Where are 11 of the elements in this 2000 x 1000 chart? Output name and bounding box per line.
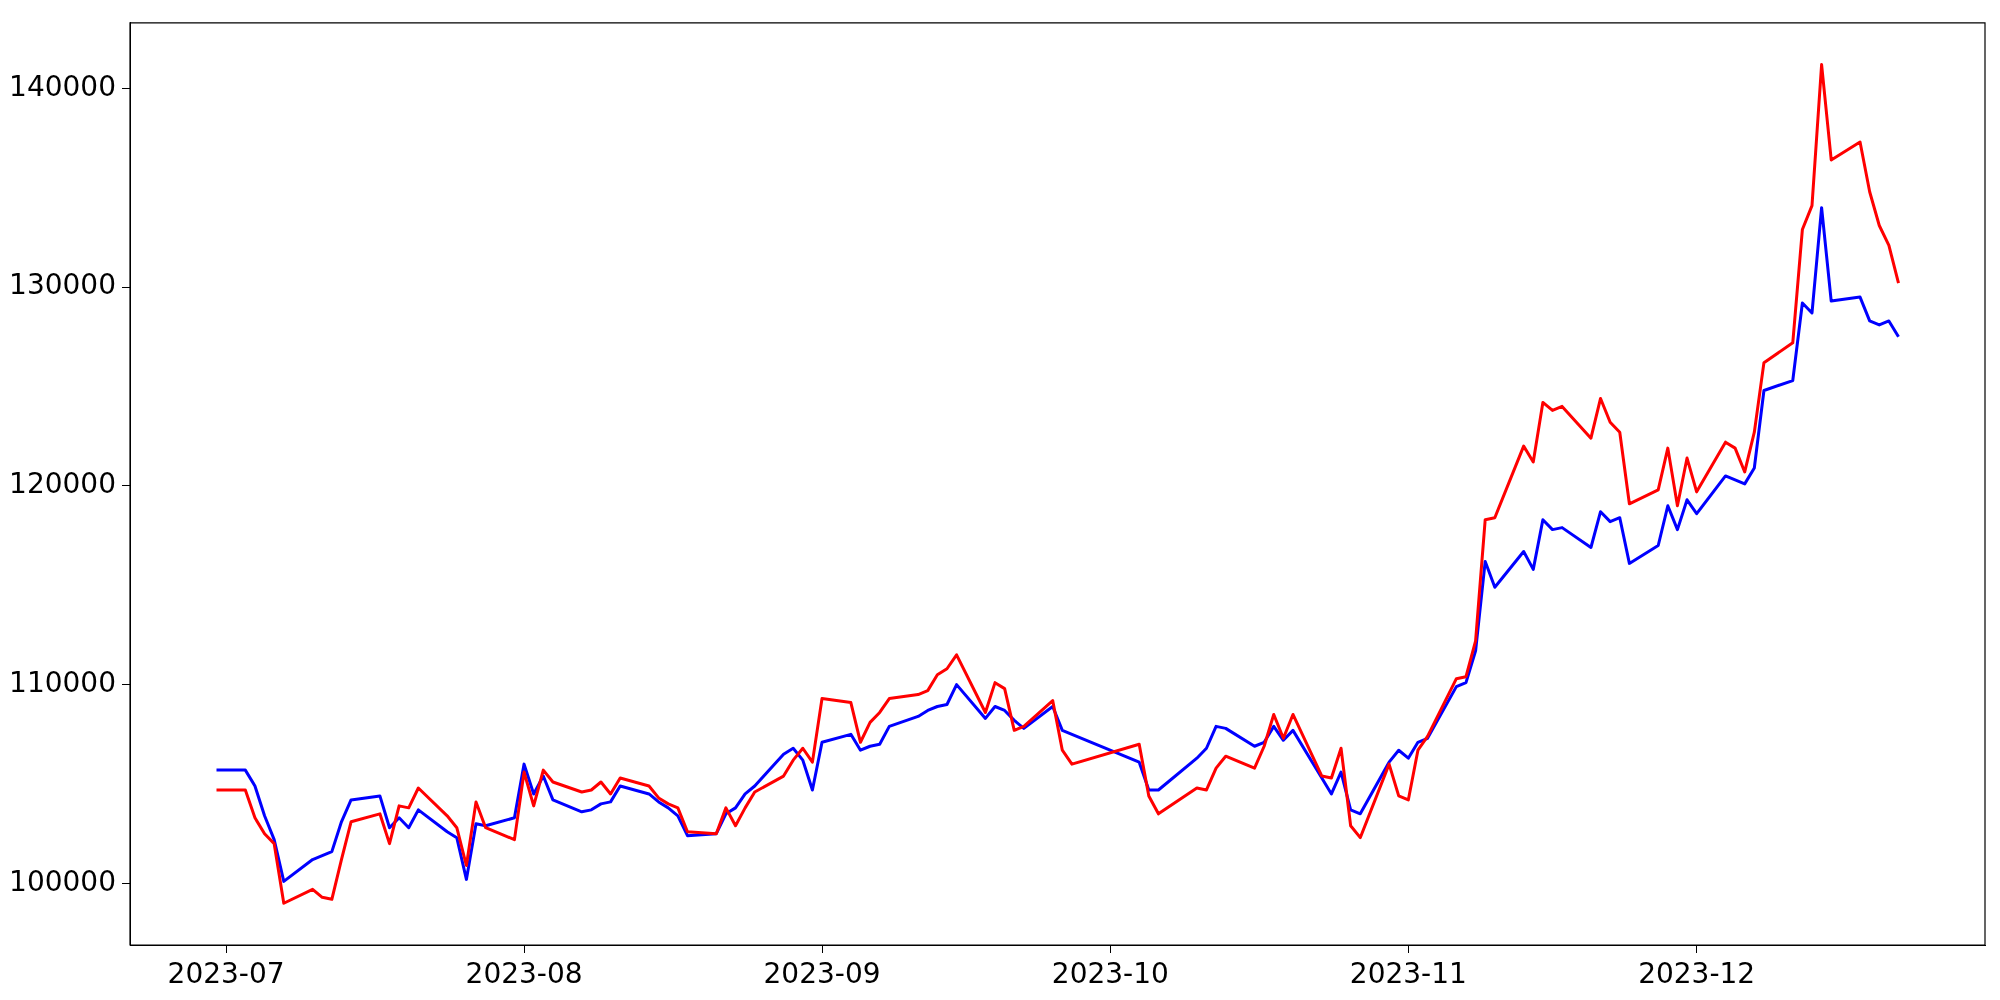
x-tick-label: 2023-12 (1638, 957, 1756, 991)
x-tick-label: 2023-07 (167, 957, 285, 991)
y-tick-label: 120000 (9, 467, 116, 501)
y-tick-label: 100000 (9, 864, 116, 898)
x-tick-label: 2023-10 (1051, 957, 1169, 991)
y-tick-label: 130000 (9, 268, 116, 302)
y-tick-label: 110000 (9, 665, 116, 699)
x-tick-label: 2023-09 (763, 957, 881, 991)
y-tick-label: 140000 (9, 69, 116, 103)
x-tick-label: 2023-11 (1349, 957, 1467, 991)
x-tick-label: 2023-08 (465, 957, 583, 991)
